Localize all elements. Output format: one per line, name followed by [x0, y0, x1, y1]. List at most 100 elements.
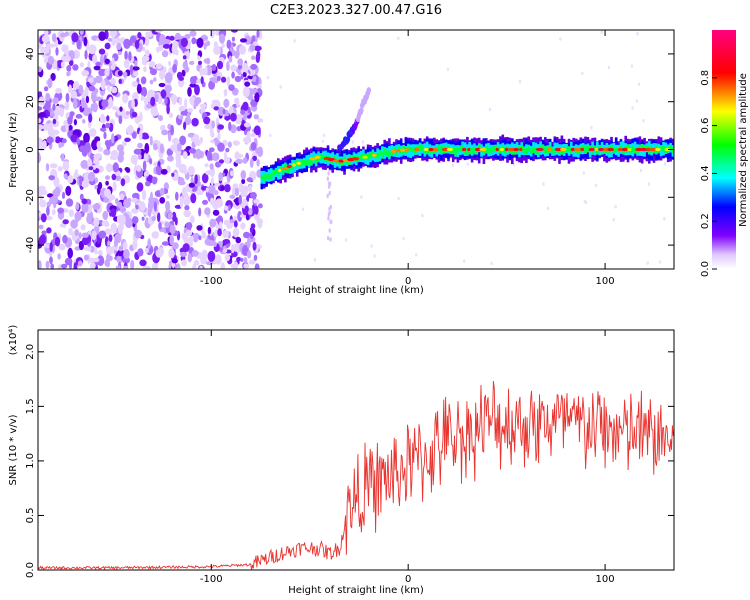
figure-title: C2E3.2023.327.00.47.G16 [270, 3, 442, 18]
ridge-band [456, 147, 460, 153]
noise-blob [49, 256, 53, 265]
noise-blob [233, 261, 239, 269]
ridge-band [267, 174, 271, 179]
noise-blob [181, 69, 186, 77]
noise-speck [279, 85, 282, 89]
noise-blob [179, 251, 188, 257]
noise-blob [63, 173, 68, 180]
noise-blob [211, 99, 220, 105]
noise-blob [97, 255, 105, 267]
noise-blob [87, 246, 92, 252]
streak-blob [328, 181, 331, 186]
noise-blob [234, 204, 241, 210]
noise-speck [421, 213, 424, 218]
noise-blob [95, 61, 101, 66]
noise-blob [49, 109, 54, 117]
noise-blob [137, 32, 142, 39]
noise-speck [647, 182, 651, 186]
noise-blob [172, 63, 178, 73]
branch-blob [366, 87, 371, 94]
noise-blob [118, 78, 122, 85]
noise-blob [102, 210, 109, 221]
noise-blob [77, 260, 83, 267]
noise-blob [139, 259, 147, 267]
ridge-peak [390, 149, 396, 153]
noise-blob [198, 60, 202, 65]
noise-blob [231, 36, 235, 42]
noise-blob [247, 95, 254, 101]
noise-blob [210, 177, 214, 186]
noise-blob [60, 61, 65, 69]
ridge-band [286, 165, 290, 174]
noise-blob [230, 30, 238, 33]
ridge-band [423, 148, 427, 154]
noise-blob [210, 132, 215, 138]
noise-blob [93, 203, 101, 210]
noise-blob [196, 225, 203, 231]
noise-blob [227, 141, 232, 148]
spectrogram-panel: -100 0 100 -40 -20 0 20 40 Height of straight … [8, 29, 675, 296]
noise-blob [115, 265, 121, 269]
noise-blob [149, 135, 153, 146]
noise-blob [198, 235, 202, 241]
noise-blob [187, 108, 193, 113]
noise-blob [170, 124, 175, 136]
noise-blob [134, 115, 141, 124]
noise-blob [213, 229, 219, 238]
noise-blob [182, 151, 188, 160]
noise-blob [189, 148, 197, 154]
ridge-peak [580, 147, 585, 152]
noise-blob [223, 205, 229, 211]
noise-blob [94, 136, 101, 143]
y-tick-label: 20 [25, 95, 36, 108]
ridge-peak [400, 148, 406, 152]
streak-blob [329, 219, 332, 225]
noise-blob [250, 142, 257, 151]
snr-x-label: Height of straight line (km) [288, 585, 424, 596]
noise-blob [151, 231, 160, 239]
noise-speck [266, 75, 270, 80]
noise-blob [184, 205, 190, 211]
spectrogram-x-label: Height of straight line (km) [288, 285, 424, 296]
noise-blob [106, 115, 110, 122]
noise-blob [46, 201, 52, 208]
noise-blob [39, 195, 43, 203]
noise-blob [144, 247, 149, 254]
noise-speck [518, 79, 522, 84]
noise-blob [189, 30, 197, 37]
noise-blob [209, 163, 214, 170]
ridge-band [359, 154, 363, 161]
noise-blob [80, 159, 89, 169]
noise-blob [88, 113, 93, 123]
noise-blob [68, 84, 72, 94]
noise-blob [133, 148, 142, 155]
noise-blob [101, 99, 109, 108]
noise-blob [184, 98, 188, 109]
ridge-peak [588, 147, 595, 152]
noise-blob [147, 207, 152, 218]
noise-blob [195, 148, 202, 160]
noise-blob [144, 170, 150, 177]
noise-blob [203, 42, 207, 50]
noise-blob [230, 170, 234, 177]
noise-blob [227, 204, 232, 211]
noise-blob [70, 90, 78, 99]
noise-blob [144, 97, 148, 107]
noise-blob [124, 50, 128, 61]
ridge-peak [617, 147, 623, 152]
noise-blob [74, 168, 79, 177]
ridge-peak [598, 147, 604, 152]
noise-blob [103, 197, 110, 203]
spectrogram-y-ticks: -40 -20 0 20 40 [25, 48, 674, 253]
noise-blob [212, 209, 220, 216]
noise-blob [256, 30, 260, 38]
noise-blob [200, 76, 204, 85]
noise-blob [204, 207, 211, 216]
noise-blob [237, 58, 244, 66]
noise-blob [244, 81, 251, 87]
noise-blob [178, 76, 185, 81]
noise-blob [161, 241, 170, 246]
noise-blob [132, 239, 138, 250]
noise-blob [81, 198, 88, 205]
noise-blob [246, 250, 252, 259]
